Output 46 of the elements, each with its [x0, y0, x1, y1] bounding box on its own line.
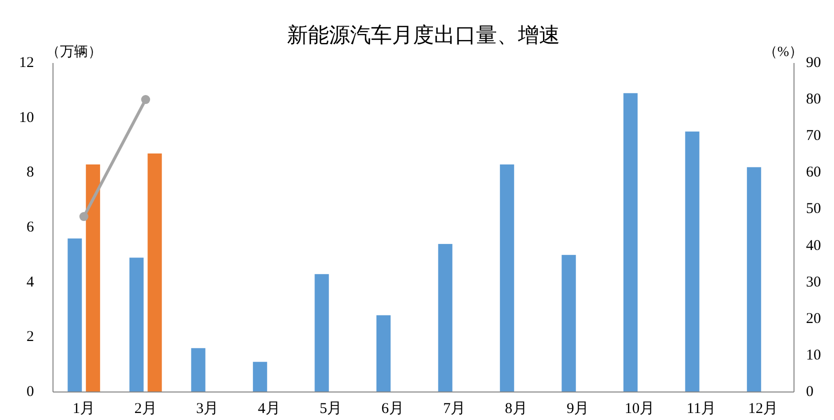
y2-axis-title: （%）: [763, 45, 803, 60]
y2-tick-label: 0: [806, 384, 814, 400]
x-tick-label: 12月: [748, 401, 778, 417]
bar: [68, 238, 82, 392]
y2-tick-label: 50: [806, 201, 821, 218]
bar: [623, 93, 638, 392]
y-tick-label: 12: [19, 55, 34, 71]
bar: [252, 362, 268, 392]
x-tick-label: 5月: [320, 401, 342, 417]
y-tick-label: 4: [26, 274, 34, 290]
y2-tick-label: 40: [806, 238, 821, 254]
x-tick-label: 2月: [134, 401, 157, 417]
bar: [500, 164, 514, 392]
chart-title: 新能源汽车月度出口量、增速: [287, 23, 560, 47]
y2-tick-label: 20: [806, 310, 821, 327]
y2-tick-label: 30: [806, 274, 821, 290]
bar: [746, 167, 762, 392]
bar: [376, 315, 391, 392]
y-tick-label: 6: [26, 220, 34, 236]
y-tick-label: 8: [26, 164, 34, 181]
bar: [129, 258, 144, 392]
x-tick-label: 3月: [196, 401, 219, 417]
x-tick-label: 4月: [258, 401, 280, 417]
x-tick-label: 7月: [443, 401, 466, 417]
y2-tick-label: 70: [806, 128, 821, 144]
x-tick-label: 6月: [381, 401, 404, 417]
bar: [148, 153, 162, 392]
x-tick-label: 1月: [72, 401, 96, 417]
bar: [438, 244, 452, 392]
bar: [86, 164, 100, 392]
y-tick-label: 0: [26, 384, 34, 400]
y-tick-label: 2: [26, 329, 34, 346]
bar: [191, 348, 206, 392]
bar: [314, 274, 329, 392]
y2-tick-label: 80: [806, 92, 821, 108]
x-tick-label: 10月: [624, 401, 655, 417]
y-axis-title: （万辆）: [46, 44, 102, 60]
x-tick-label: 8月: [504, 401, 528, 417]
x-tick-label: 9月: [566, 401, 590, 417]
y2-tick-label: 10: [806, 347, 821, 364]
y2-tick-label: 90: [806, 55, 821, 71]
bar: [562, 254, 576, 392]
y-tick-label: 10: [19, 110, 34, 126]
y2-tick-label: 60: [806, 164, 821, 181]
bar: [685, 132, 700, 392]
x-tick-label: 11月: [686, 401, 716, 417]
